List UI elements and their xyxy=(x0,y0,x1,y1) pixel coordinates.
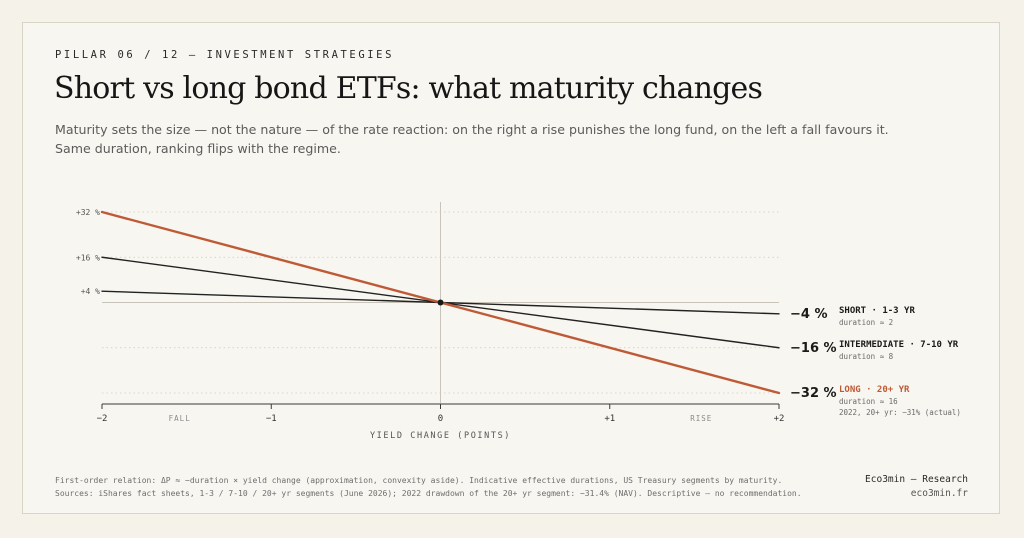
label-layer: −4 % SHORT · 1-3 YR duration ≈ 2 −16 % INTER… xyxy=(790,306,961,417)
footer-line-2: Sources: iShares fact sheets, 1-3 / 7-10… xyxy=(55,488,802,498)
x-tick-label: −2 xyxy=(97,414,108,424)
x-annotation-1: RISE xyxy=(690,414,712,423)
series-duration-long: duration ≈ 16 xyxy=(839,397,898,406)
x-tick-label: +2 xyxy=(774,414,785,424)
brand: Eco3min — Research eco3min.fr xyxy=(865,473,968,500)
y-tick-label: +32 % xyxy=(76,208,100,217)
x-tick-label: +1 xyxy=(604,414,615,424)
footer-notes: First-order relation: ΔP ≈ −duration × y… xyxy=(55,475,802,500)
x-tick-label: 0 xyxy=(438,414,443,424)
y-tick-label: +4 % xyxy=(81,287,100,296)
eyebrow: PILLAR 06 / 12 — INVESTMENT STRATEGIES xyxy=(55,49,395,61)
end-value-long: −32 % xyxy=(790,386,837,401)
x-axis-title: YIELD CHANGE (POINTS) xyxy=(370,431,511,441)
origin-dot xyxy=(437,299,444,306)
series-layer xyxy=(100,210,781,395)
brand-url: eco3min.fr xyxy=(910,487,968,499)
y-tick-label: +16 % xyxy=(76,253,100,262)
series-name-short: SHORT · 1-3 YR xyxy=(839,306,915,316)
end-value-short: −4 % xyxy=(790,307,828,322)
series-duration-short: duration ≈ 2 xyxy=(839,318,893,327)
chart-subtitle: Maturity sets the size — not the nature … xyxy=(55,122,889,156)
footer-line-1: First-order relation: ΔP ≈ −duration × y… xyxy=(55,476,783,485)
chart-title: Short vs long bond ETFs: what maturity c… xyxy=(54,71,763,106)
series-name-intermediate: INTERMEDIATE · 7-10 YR xyxy=(839,340,959,350)
x-annotation-0: FALL xyxy=(169,414,191,423)
brand-name: Eco3min — Research xyxy=(865,474,968,485)
x-tick-label: −1 xyxy=(266,414,277,424)
series-name-long: LONG · 20+ YR xyxy=(839,385,910,395)
end-value-intermediate: −16 % xyxy=(790,341,837,356)
axis-layer: −2 −1 0 +1 +2 FALL RISE YIELD CHANGE (POINTS) +3… xyxy=(76,202,785,441)
series-duration-intermediate: duration ≈ 8 xyxy=(839,352,894,361)
series-note-long: 2022, 20+ yr: −31% (actual) xyxy=(839,408,961,417)
